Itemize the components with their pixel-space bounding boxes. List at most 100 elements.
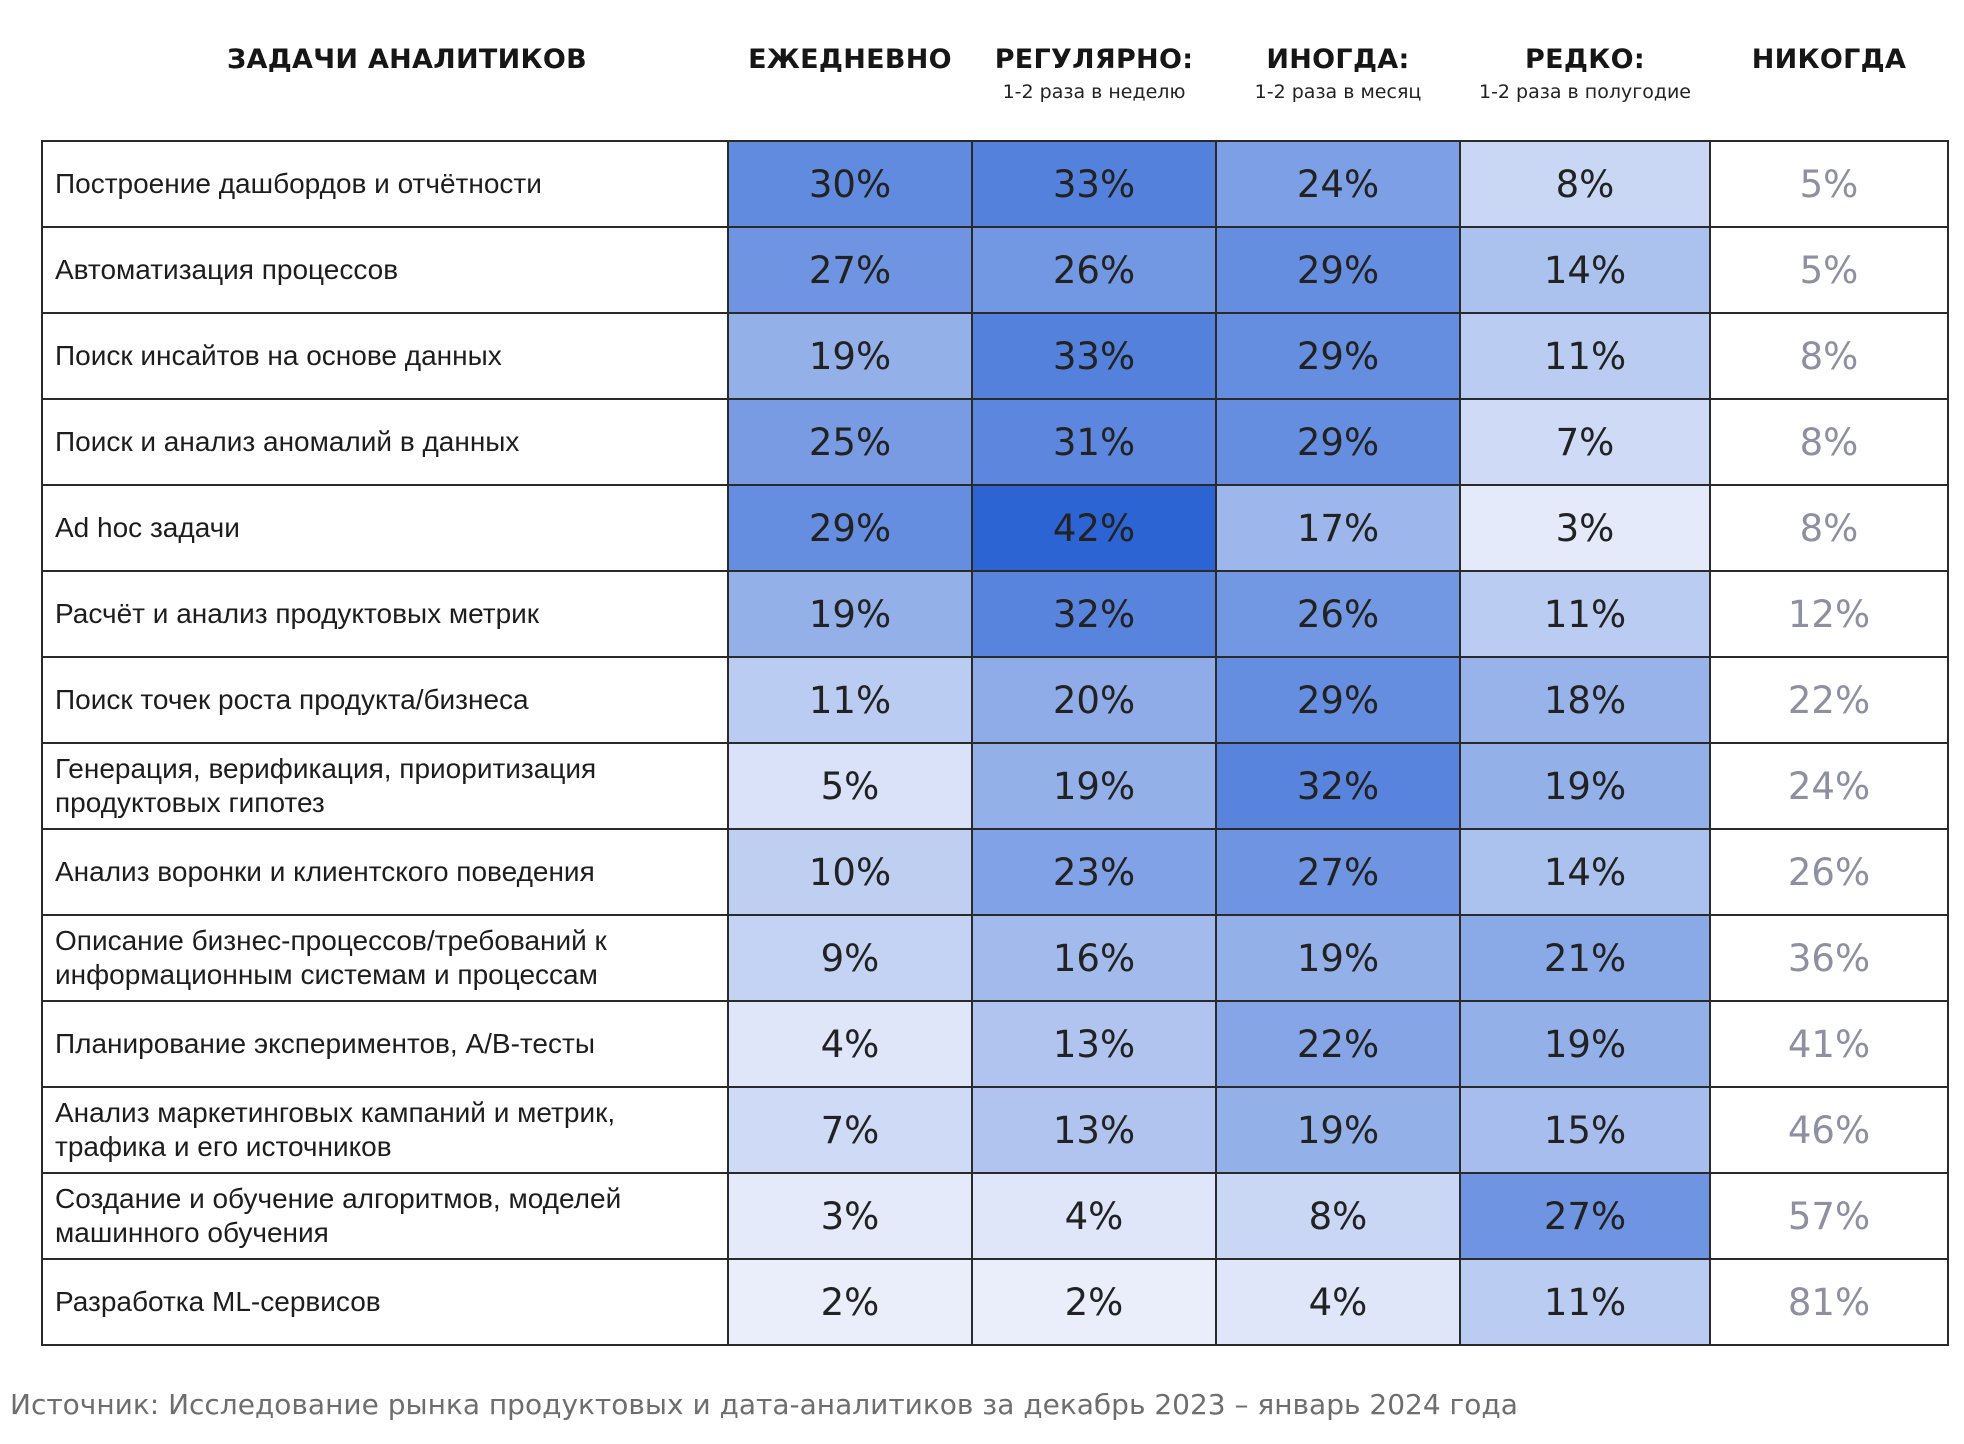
- table-row: Ad hoc задачи 29% 42% 17% 3% 8%: [0, 484, 1949, 572]
- task-label: Создание и обучение алгоритмов, моделей …: [41, 1172, 729, 1260]
- value-cell-regular: 16%: [971, 914, 1217, 1002]
- value-cell-daily: 25%: [727, 398, 973, 486]
- value-cell-never: 41%: [1709, 1000, 1949, 1088]
- value-cell-never: 26%: [1709, 828, 1949, 916]
- header-row: ЗАДАЧИ АНАЛИТИКОВ ЕЖЕДНЕВНО РЕГУЛЯРНО: 1…: [0, 0, 1948, 141]
- value-cell-regular: 13%: [971, 1086, 1217, 1174]
- value-cell-daily: 19%: [727, 570, 973, 658]
- value-cell-sometimes: 19%: [1215, 914, 1461, 1002]
- value-cell-sometimes: 24%: [1215, 140, 1461, 228]
- column-subtitle: 1-2 раза в неделю: [1002, 81, 1186, 103]
- value-cell-never: 57%: [1709, 1172, 1949, 1260]
- table-row: Генерация, верификация, приоритизация пр…: [0, 742, 1949, 830]
- value-cell-daily: 5%: [727, 742, 973, 830]
- value-cell-daily: 7%: [727, 1086, 973, 1174]
- value-cell-daily: 30%: [727, 140, 973, 228]
- table-row: Планирование экспериментов, A/B-тесты 4% 1…: [0, 1000, 1949, 1088]
- value-cell-regular: 2%: [971, 1258, 1217, 1346]
- value-cell-never: 5%: [1709, 226, 1949, 314]
- value-cell-daily: 29%: [727, 484, 973, 572]
- value-cell-regular: 23%: [971, 828, 1217, 916]
- value-cell-sometimes: 32%: [1215, 742, 1461, 830]
- source-note: Источник: Исследование рынка продуктовых…: [10, 1388, 1518, 1421]
- value-cell-regular: 19%: [971, 742, 1217, 830]
- task-label: Поиск инсайтов на основе данных: [41, 312, 729, 400]
- value-cell-rarely: 15%: [1459, 1086, 1711, 1174]
- column-title: РЕГУЛЯРНО:: [994, 44, 1194, 75]
- value-cell-regular: 33%: [971, 312, 1217, 400]
- value-cell-never: 12%: [1709, 570, 1949, 658]
- value-cell-rarely: 11%: [1459, 570, 1711, 658]
- table-row: Построение дашбордов и отчётности 30% 33% 2…: [0, 140, 1949, 228]
- value-cell-rarely: 27%: [1459, 1172, 1711, 1260]
- task-frequency-heatmap: ЗАДАЧИ АНАЛИТИКОВ ЕЖЕДНЕВНО РЕГУЛЯРНО: 1…: [0, 0, 1949, 1346]
- value-cell-rarely: 18%: [1459, 656, 1711, 744]
- task-label: Автоматизация процессов: [41, 226, 729, 314]
- value-cell-sometimes: 22%: [1215, 1000, 1461, 1088]
- column-header-sometimes: ИНОГДА: 1-2 раза в месяц: [1216, 0, 1460, 141]
- value-cell-sometimes: 4%: [1215, 1258, 1461, 1346]
- value-cell-daily: 19%: [727, 312, 973, 400]
- value-cell-rarely: 19%: [1459, 742, 1711, 830]
- value-cell-never: 8%: [1709, 398, 1949, 486]
- task-label: Анализ воронки и клиентского поведения: [41, 828, 729, 916]
- value-cell-daily: 9%: [727, 914, 973, 1002]
- task-label: Поиск точек роста продукта/бизнеса: [41, 656, 729, 744]
- value-cell-sometimes: 26%: [1215, 570, 1461, 658]
- row-header: ЗАДАЧИ АНАЛИТИКОВ: [42, 0, 728, 141]
- value-cell-daily: 27%: [727, 226, 973, 314]
- table-row: Поиск инсайтов на основе данных 19% 33% 29%…: [0, 312, 1949, 400]
- value-cell-sometimes: 29%: [1215, 656, 1461, 744]
- column-header-rarely: РЕДКО: 1-2 раза в полугодие: [1460, 0, 1710, 141]
- table-row: Автоматизация процессов 27% 26% 29% 14% 5%: [0, 226, 1949, 314]
- heatmap-body: Построение дашбордов и отчётности 30% 33% 2…: [0, 140, 1949, 1346]
- table-row: Поиск и анализ аномалий в данных 25% 31% 29…: [0, 398, 1949, 486]
- value-cell-sometimes: 29%: [1215, 398, 1461, 486]
- column-subtitle: 1-2 раза в полугодие: [1478, 81, 1691, 103]
- value-cell-never: 5%: [1709, 140, 1949, 228]
- value-cell-rarely: 21%: [1459, 914, 1711, 1002]
- value-cell-regular: 42%: [971, 484, 1217, 572]
- value-cell-sometimes: 8%: [1215, 1172, 1461, 1260]
- value-cell-sometimes: 29%: [1215, 226, 1461, 314]
- task-label: Построение дашбордов и отчётности: [41, 140, 729, 228]
- value-cell-never: 46%: [1709, 1086, 1949, 1174]
- value-cell-rarely: 19%: [1459, 1000, 1711, 1088]
- value-cell-regular: 13%: [971, 1000, 1217, 1088]
- value-cell-rarely: 14%: [1459, 828, 1711, 916]
- value-cell-never: 8%: [1709, 484, 1949, 572]
- table-row: Создание и обучение алгоритмов, моделей …: [0, 1172, 1949, 1260]
- value-cell-sometimes: 19%: [1215, 1086, 1461, 1174]
- task-label: Анализ маркетинговых кампаний и метрик, …: [41, 1086, 729, 1174]
- value-cell-regular: 33%: [971, 140, 1217, 228]
- value-cell-sometimes: 27%: [1215, 828, 1461, 916]
- value-cell-daily: 3%: [727, 1172, 973, 1260]
- table-row: Расчёт и анализ продуктовых метрик 19% 32%…: [0, 570, 1949, 658]
- table-row: Анализ воронки и клиентского поведения 10…: [0, 828, 1949, 916]
- task-label: Описание бизнес-процессов/требований к и…: [41, 914, 729, 1002]
- column-header-never: НИКОГДА: [1710, 0, 1948, 141]
- value-cell-rarely: 14%: [1459, 226, 1711, 314]
- value-cell-regular: 26%: [971, 226, 1217, 314]
- column-title: ИНОГДА:: [1266, 44, 1410, 75]
- value-cell-rarely: 8%: [1459, 140, 1711, 228]
- task-label: Ad hoc задачи: [41, 484, 729, 572]
- column-title: РЕДКО:: [1525, 44, 1645, 75]
- value-cell-daily: 2%: [727, 1258, 973, 1346]
- value-cell-rarely: 11%: [1459, 1258, 1711, 1346]
- value-cell-never: 8%: [1709, 312, 1949, 400]
- task-label: Разработка ML-сервисов: [41, 1258, 729, 1346]
- value-cell-never: 24%: [1709, 742, 1949, 830]
- value-cell-regular: 31%: [971, 398, 1217, 486]
- column-header-regular: РЕГУЛЯРНО: 1-2 раза в неделю: [972, 0, 1216, 141]
- task-label: Планирование экспериментов, A/B-тесты: [41, 1000, 729, 1088]
- value-cell-regular: 4%: [971, 1172, 1217, 1260]
- column-title: ЕЖЕДНЕВНО: [748, 44, 952, 75]
- value-cell-sometimes: 29%: [1215, 312, 1461, 400]
- value-cell-regular: 20%: [971, 656, 1217, 744]
- value-cell-rarely: 11%: [1459, 312, 1711, 400]
- value-cell-never: 22%: [1709, 656, 1949, 744]
- value-cell-rarely: 3%: [1459, 484, 1711, 572]
- table-row: Описание бизнес-процессов/требований к и…: [0, 914, 1949, 1002]
- value-cell-daily: 10%: [727, 828, 973, 916]
